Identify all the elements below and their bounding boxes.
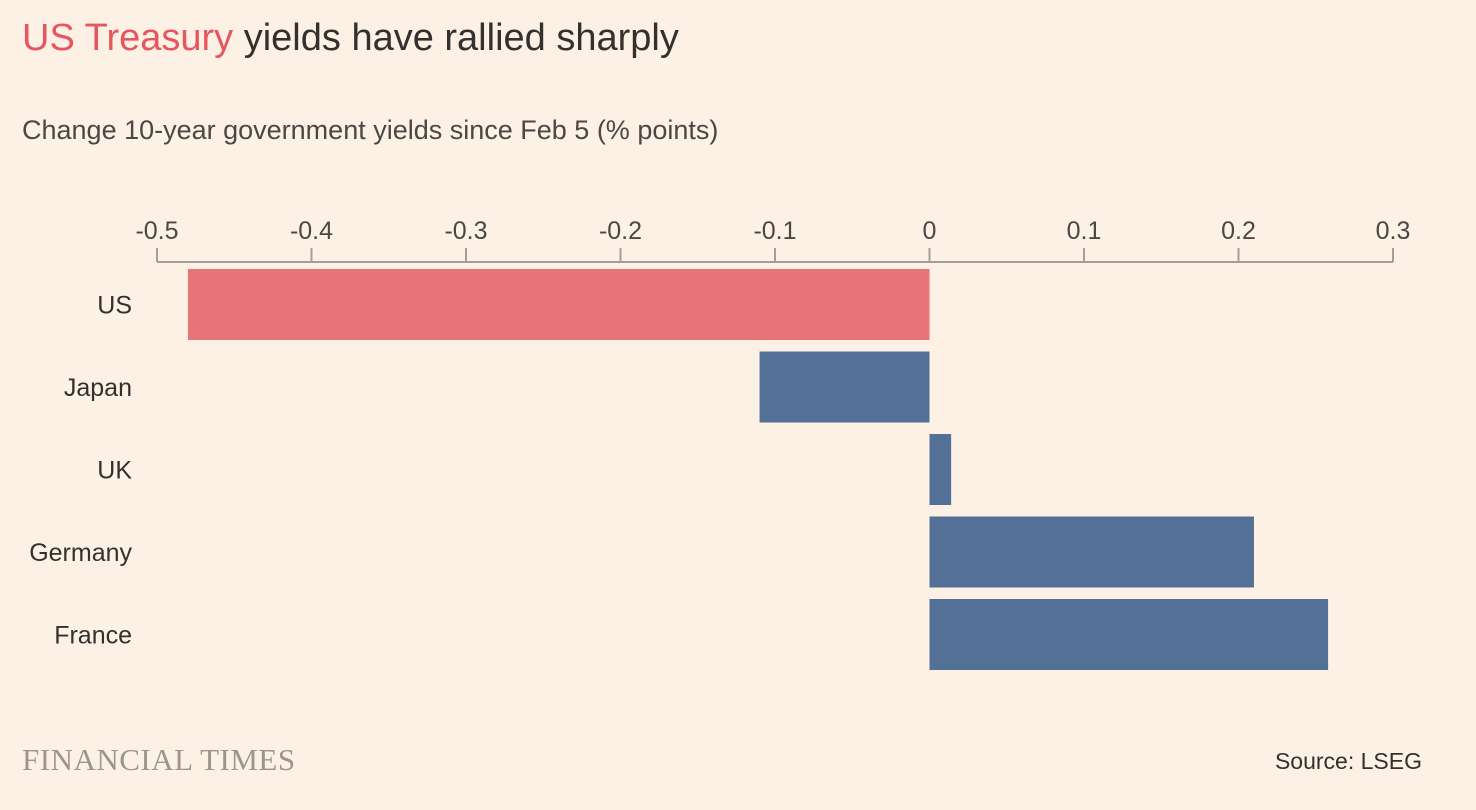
bar-chart: -0.5 -0.4 -0.3 -0.2 -0.1 0 0.1 0.2 0.3 US Japan UK…: [29, 217, 1411, 670]
category-label-japan: Japan: [64, 374, 132, 402]
chart-subtitle: Change 10-year government yields since F…: [22, 115, 719, 145]
x-tick-label: 0.1: [1067, 217, 1102, 245]
x-tick-label: 0: [923, 217, 937, 245]
category-label-germany: Germany: [29, 539, 132, 567]
x-tick-label: 0.2: [1221, 217, 1256, 245]
brand-logo: FINANCIAL TIMES: [22, 742, 296, 777]
bar-france: [929, 599, 1329, 670]
bar-us: [187, 269, 930, 340]
category-label-france: France: [54, 622, 132, 650]
chart-title: US Treasury yields have rallied sharply: [22, 14, 679, 62]
source-note: Source: LSEG: [1274, 748, 1422, 774]
x-tick-label: -0.2: [599, 217, 642, 245]
x-tick-label: -0.3: [444, 217, 487, 245]
bars: [187, 269, 1329, 670]
x-axis: -0.5 -0.4 -0.3 -0.2 -0.1 0 0.1 0.2 0.3: [135, 217, 1411, 263]
x-tick-label: -0.4: [290, 217, 333, 245]
title-rest: yields have rallied sharply: [233, 17, 679, 59]
bar-uk: [929, 434, 952, 505]
category-label-us: US: [97, 292, 132, 320]
category-label-uk: UK: [97, 457, 132, 485]
bar-germany: [929, 516, 1254, 588]
category-labels: US Japan UK Germany France: [29, 292, 132, 650]
bar-japan: [759, 351, 930, 423]
x-tick-label: -0.1: [753, 217, 796, 245]
x-tick-label: -0.5: [135, 217, 178, 245]
x-tick-label: 0.3: [1376, 217, 1411, 245]
title-highlight: US Treasury: [22, 17, 234, 59]
